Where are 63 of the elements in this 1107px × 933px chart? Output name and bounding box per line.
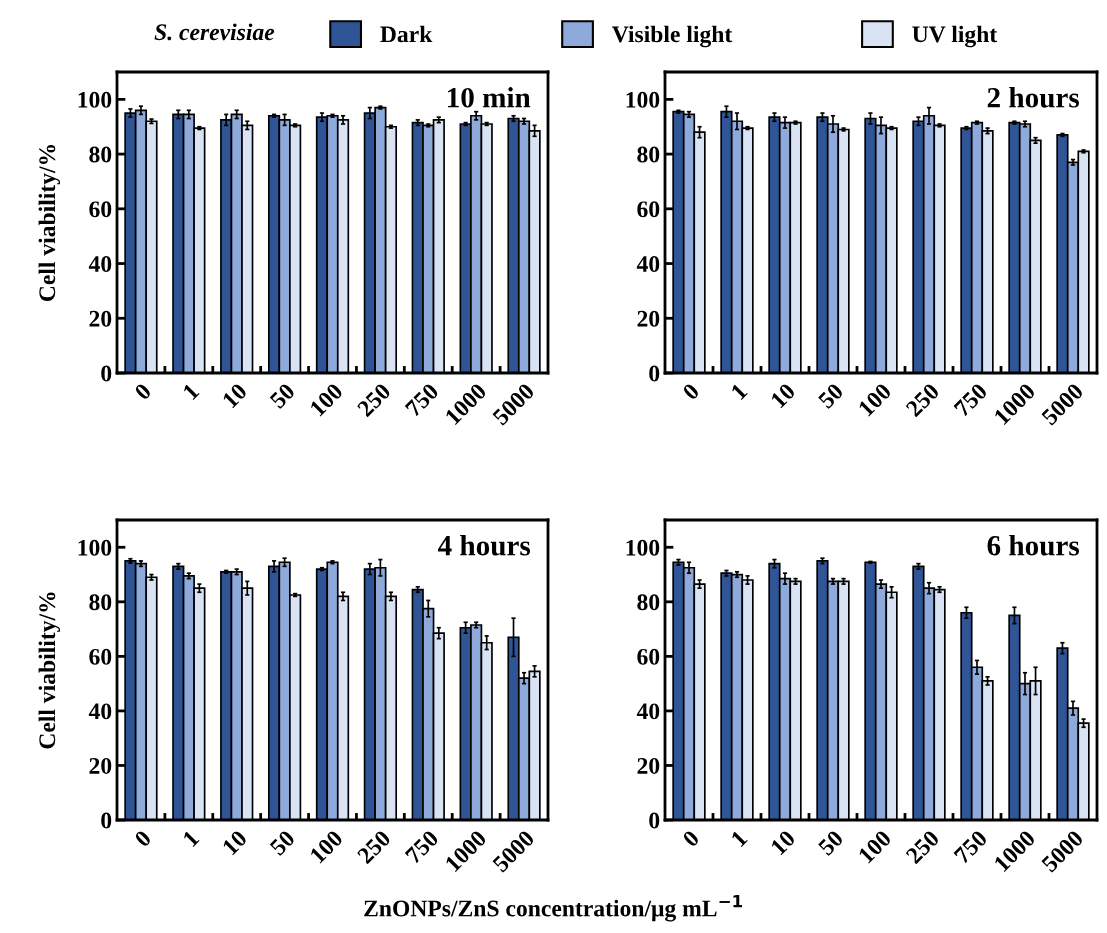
x-tick-label: 1 bbox=[730, 382, 748, 400]
x-tick-label: 10 bbox=[770, 382, 797, 409]
y-tick-label: 60 bbox=[637, 648, 660, 665]
chart-title: 2 hours bbox=[987, 87, 1080, 108]
y-tick-label: 0 bbox=[101, 365, 112, 382]
x-tick-label: 0 bbox=[133, 829, 153, 848]
y-tick-label: 60 bbox=[637, 201, 660, 218]
chart-title: 6 hours bbox=[987, 535, 1080, 556]
x-tick-label: 0 bbox=[133, 382, 153, 401]
x-tick-label: 50 bbox=[269, 382, 296, 410]
y-tick-label: 80 bbox=[89, 146, 112, 163]
x-tick-label: 100 bbox=[309, 382, 344, 417]
x-tick-label: 10 bbox=[221, 382, 248, 409]
y-tick-label: 100 bbox=[626, 539, 660, 556]
y-tick-label: 60 bbox=[89, 201, 112, 218]
legend-label: Dark bbox=[380, 25, 433, 43]
x-tick-label: 0 bbox=[681, 829, 701, 848]
y-tick-label: 20 bbox=[637, 310, 660, 327]
x-tick-label: 50 bbox=[817, 382, 845, 410]
y-tick-label: 20 bbox=[637, 757, 660, 774]
x-tick-label: 10 bbox=[221, 829, 248, 856]
x-tick-label: 100 bbox=[857, 382, 893, 417]
y-axis-title: Cell viability/% bbox=[38, 145, 61, 302]
x-tick-label: 1 bbox=[182, 829, 200, 847]
y-tick-label: 20 bbox=[89, 310, 112, 327]
x-tick-label: 250 bbox=[905, 382, 941, 418]
y-tick-label: 80 bbox=[89, 594, 112, 611]
y-tick-label: 40 bbox=[88, 703, 112, 720]
y-tick-label: 100 bbox=[78, 91, 112, 108]
y-tick-label: 0 bbox=[649, 365, 660, 382]
x-tick-label: 250 bbox=[905, 829, 941, 865]
y-tick-label: 40 bbox=[88, 256, 112, 272]
legend-label: Visible light bbox=[612, 25, 733, 48]
x-tick-label: 750 bbox=[404, 829, 440, 865]
chart-title: 4 hours bbox=[437, 535, 531, 556]
x-tick-label: 50 bbox=[269, 829, 296, 857]
y-tick-label: 100 bbox=[626, 91, 660, 108]
x-tick-label: 0 bbox=[681, 382, 701, 401]
x-tick-label: 750 bbox=[953, 829, 989, 865]
x-tick-label: 1 bbox=[182, 382, 200, 400]
x-tick-label: 10 bbox=[770, 829, 797, 856]
y-tick-label: 40 bbox=[636, 256, 660, 272]
x-tick-label: 250 bbox=[356, 829, 392, 865]
y-tick-label: 40 bbox=[636, 703, 660, 720]
x-tick-label: 750 bbox=[953, 382, 989, 418]
x-tick-label: 750 bbox=[404, 382, 440, 418]
x-tick-label: 100 bbox=[857, 829, 893, 864]
y-tick-label: 80 bbox=[637, 594, 660, 611]
y-tick-label: 100 bbox=[78, 539, 112, 556]
legend-label: UV light bbox=[912, 25, 998, 48]
y-axis-title: Cell viability/% bbox=[38, 592, 61, 749]
chart-title: 10 min bbox=[448, 87, 531, 108]
x-tick-label: 50 bbox=[817, 829, 845, 857]
y-tick-label: 60 bbox=[89, 648, 112, 665]
x-tick-label: 1 bbox=[730, 829, 748, 847]
x-axis-title: ZnONPs/ZnS concentration/μg mL$^{−1}$ bbox=[364, 895, 742, 922]
y-tick-label: 20 bbox=[89, 757, 112, 774]
y-tick-label: 0 bbox=[649, 812, 660, 829]
y-tick-label: 80 bbox=[637, 146, 660, 163]
y-tick-label: 0 bbox=[101, 812, 112, 829]
legend-title: S. cerevisiae bbox=[154, 23, 275, 41]
x-tick-label: 250 bbox=[356, 382, 392, 418]
x-tick-label: 100 bbox=[309, 829, 344, 864]
